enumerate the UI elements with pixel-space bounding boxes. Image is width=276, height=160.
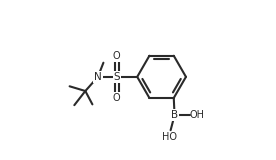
Text: OH: OH: [189, 110, 204, 120]
Text: O: O: [113, 51, 121, 61]
Text: S: S: [113, 72, 120, 82]
Text: HO: HO: [161, 132, 177, 142]
Text: N: N: [94, 72, 102, 82]
Text: B: B: [171, 110, 178, 120]
Text: O: O: [113, 93, 121, 103]
